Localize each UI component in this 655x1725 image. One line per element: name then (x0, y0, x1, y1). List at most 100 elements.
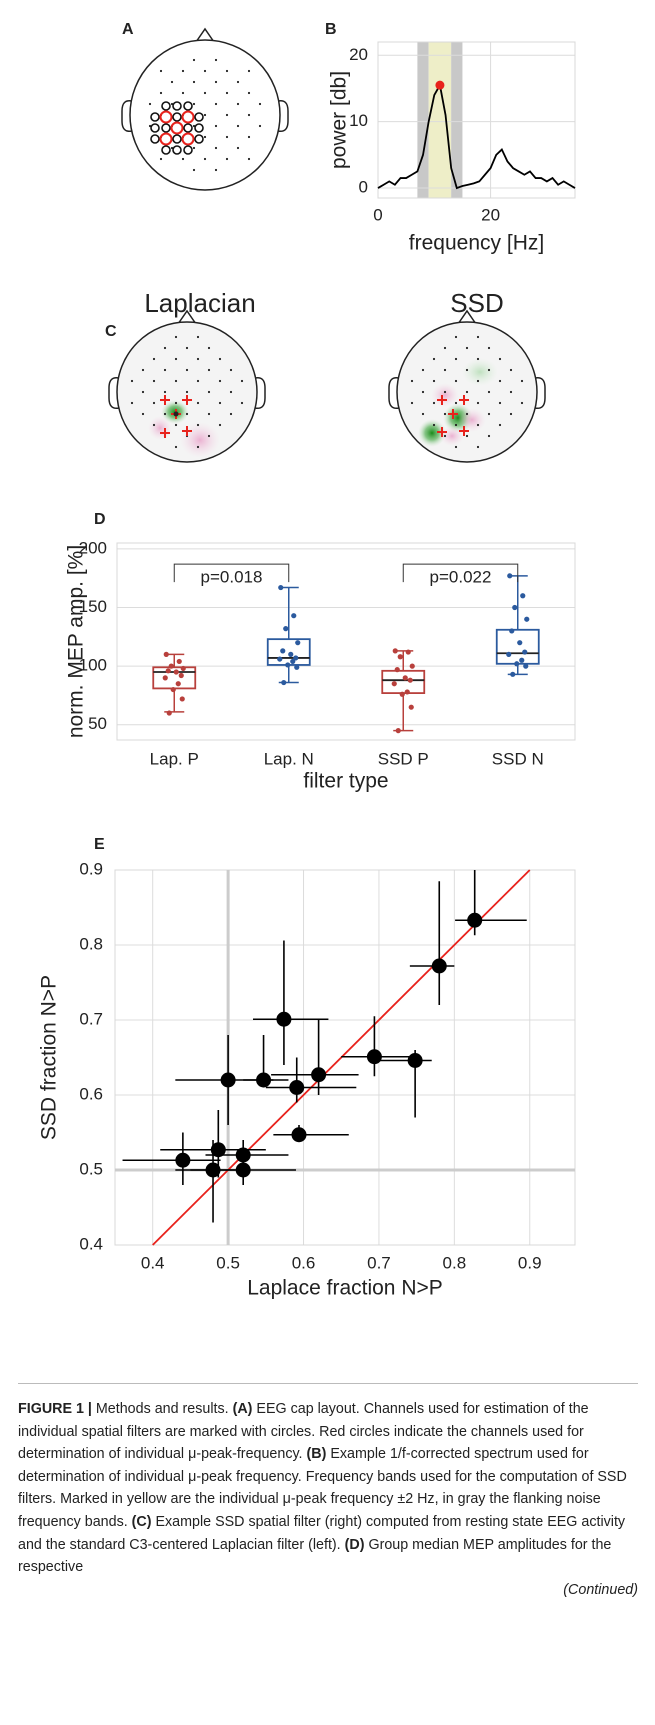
electrode (185, 412, 189, 416)
electrode (207, 412, 211, 416)
x-tick-label: SSD P (378, 749, 429, 768)
electrode (192, 168, 196, 172)
electrode (247, 69, 251, 73)
caption-segment: (B) (306, 1446, 327, 1463)
caption-continued: (Continued) (563, 1581, 638, 1598)
electrode (218, 357, 222, 361)
data-point (276, 1011, 292, 1027)
data-point (291, 1127, 307, 1143)
frequency-band (428, 42, 452, 198)
y-axis-label: SSD fraction N>P (38, 975, 61, 1140)
electrode (443, 390, 447, 394)
data-point (210, 1142, 226, 1158)
electrode (247, 157, 251, 161)
electrode (443, 346, 447, 350)
data-point (408, 704, 414, 710)
electrode (174, 423, 178, 427)
electrode (432, 401, 436, 405)
electrode (207, 346, 211, 350)
electrode (487, 346, 491, 350)
y-tick-label: 0.4 (79, 1234, 103, 1253)
electrode (432, 357, 436, 361)
y-tick-label: 10 (349, 111, 368, 130)
electrode-ring (183, 123, 193, 133)
y-tick-label: 0 (359, 178, 368, 197)
data-point (235, 1147, 251, 1163)
electrode-ring (181, 110, 195, 124)
data-point (407, 1053, 423, 1068)
data-point (520, 593, 526, 599)
electrode-ring (183, 145, 193, 155)
electrode (174, 357, 178, 361)
electrode (247, 135, 251, 139)
data-point (509, 628, 515, 634)
electrode-ring (161, 123, 171, 133)
x-tick-label: Lap. P (150, 749, 199, 768)
electrode (476, 357, 480, 361)
x-tick-label: SSD N (492, 749, 544, 768)
data-point (522, 649, 528, 655)
data-point (289, 1080, 305, 1095)
electrode (465, 434, 469, 438)
data-point (280, 648, 286, 654)
electrode (443, 434, 447, 438)
y-tick-label: 50 (88, 714, 107, 733)
data-point (399, 691, 405, 697)
head-marker (173, 411, 179, 417)
data-point (175, 1152, 191, 1168)
filter-blob (418, 419, 446, 447)
head-ear (388, 376, 400, 410)
electrode (148, 102, 152, 106)
head-ear (108, 376, 120, 410)
x-axis-label: Laplace fraction N>P (247, 1277, 443, 1300)
electrode (181, 157, 185, 161)
electrode (207, 368, 211, 372)
caption-segment: Group median MEP amplitudes for the resp… (18, 1536, 612, 1576)
electrode (203, 69, 207, 73)
electrode (454, 445, 458, 449)
electrode (487, 390, 491, 394)
caption-segment: (A) (232, 1401, 253, 1417)
box (495, 628, 540, 665)
caption-segment: EEG cap layout. Channels used for estima… (18, 1401, 589, 1463)
caption: FIGURE 1 | Methods and results. (A) EEG … (18, 1383, 638, 1601)
electrode (214, 168, 218, 172)
electrode (218, 379, 222, 383)
y-tick-label: 100 (79, 656, 107, 675)
electrode (229, 368, 233, 372)
data-point (395, 728, 401, 734)
data-point (402, 675, 408, 681)
electrode (196, 379, 200, 383)
electrode (454, 335, 458, 339)
electrode (214, 102, 218, 106)
electrode (487, 434, 491, 438)
box (381, 669, 426, 694)
electrode (225, 113, 229, 117)
data-point (294, 664, 300, 670)
electrode-ring (161, 101, 171, 111)
data-point (519, 657, 525, 663)
data-point (162, 675, 168, 681)
filter-blob (431, 383, 459, 407)
data-point (281, 679, 287, 686)
electrode (130, 401, 134, 405)
data-point (178, 672, 184, 679)
p-value: p=0.022 (430, 568, 492, 587)
electrode (498, 379, 502, 383)
data-point (278, 584, 284, 591)
data-point (366, 1049, 382, 1065)
x-tick-label: 0.9 (518, 1253, 542, 1272)
electrode (498, 357, 502, 361)
electrode (214, 58, 218, 62)
data-point (220, 1072, 236, 1088)
electrode (163, 368, 167, 372)
electrode (203, 157, 207, 161)
head-ear (534, 376, 546, 410)
electrode (174, 445, 178, 449)
electrode (229, 412, 233, 416)
electrode (152, 423, 156, 427)
electrode (174, 379, 178, 383)
x-tick-label: 0.8 (443, 1253, 467, 1272)
